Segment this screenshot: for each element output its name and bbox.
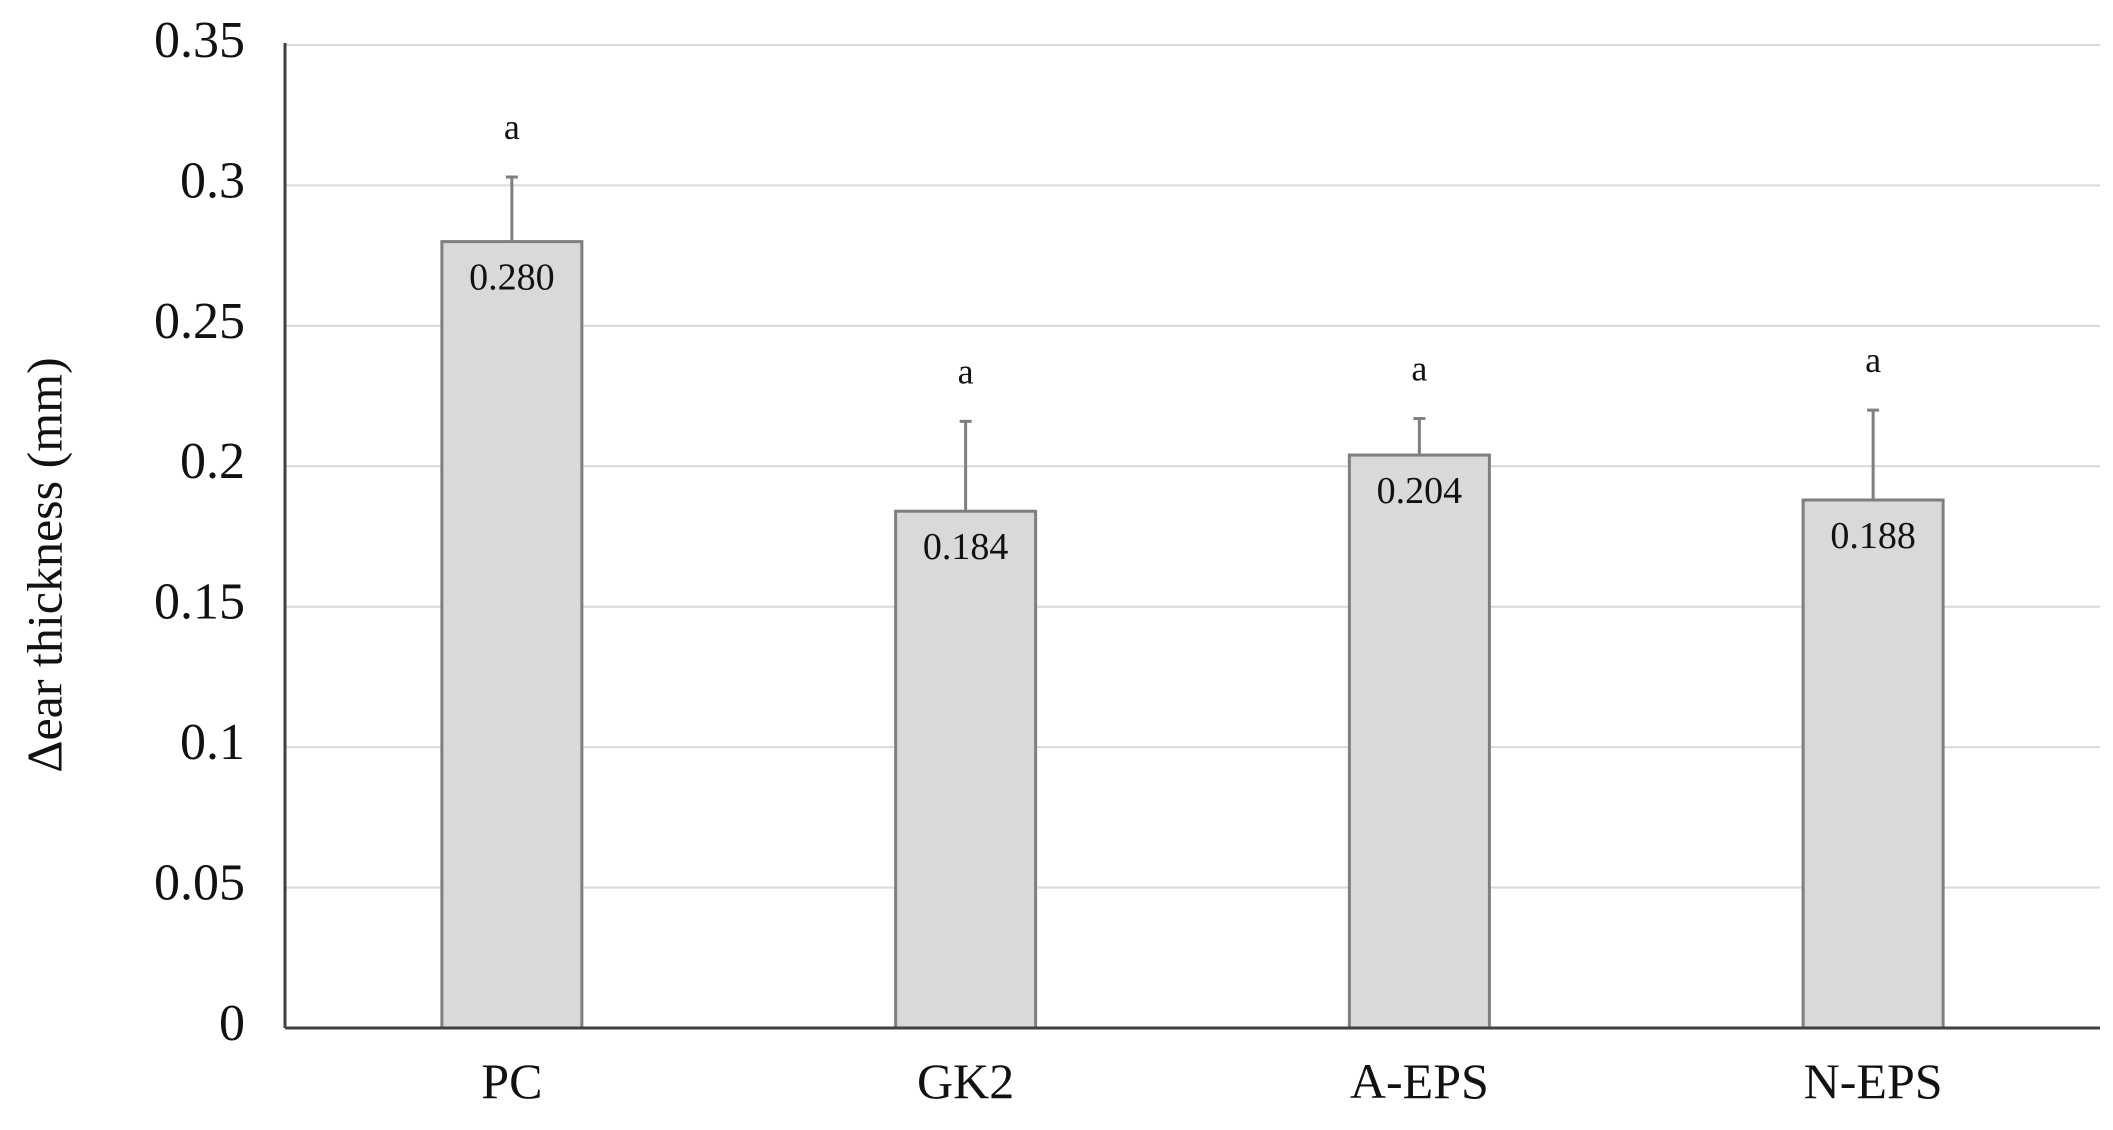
significance-letter: a xyxy=(504,107,520,147)
y-tick-label: 0.15 xyxy=(154,574,245,631)
bar xyxy=(1347,453,1491,1030)
y-tick-label: 0 xyxy=(219,995,245,1052)
x-tick-label: PC xyxy=(481,1053,542,1109)
y-tick-label: 0.35 xyxy=(154,12,245,69)
x-tick-label: N-EPS xyxy=(1804,1053,1943,1109)
y-tick-label: 0.25 xyxy=(154,293,245,350)
axes: 0 0.05 0.1 0.15 0.2 0.25 0.3 0.35 PC GK2 A-EPS N-EP… xyxy=(154,12,2100,1109)
gridlines xyxy=(285,44,2100,889)
y-tick-label: 0.1 xyxy=(180,714,245,771)
y-tick-label: 0.05 xyxy=(154,855,245,912)
data-label: 0.204 xyxy=(1377,470,1463,512)
y-tick-label: 0.3 xyxy=(180,152,245,209)
bar xyxy=(440,240,584,1030)
y-tick-label: 0.2 xyxy=(180,433,245,490)
data-label: 0.184 xyxy=(923,526,1009,568)
x-tick-label: A-EPS xyxy=(1350,1053,1489,1109)
data-label: 0.280 xyxy=(469,257,555,299)
x-tick-label: GK2 xyxy=(917,1053,1014,1109)
bars: 0.280 a 0.184 a 0.204 a 0.188 a xyxy=(440,107,1945,1030)
data-label: 0.188 xyxy=(1830,515,1916,557)
y-axis-title: Δear thickness (mm) xyxy=(16,357,72,772)
bar xyxy=(1801,498,1945,1030)
significance-letter: a xyxy=(958,351,974,391)
significance-letter: a xyxy=(1411,349,1427,389)
bar xyxy=(894,509,1038,1030)
significance-letter: a xyxy=(1865,340,1881,380)
